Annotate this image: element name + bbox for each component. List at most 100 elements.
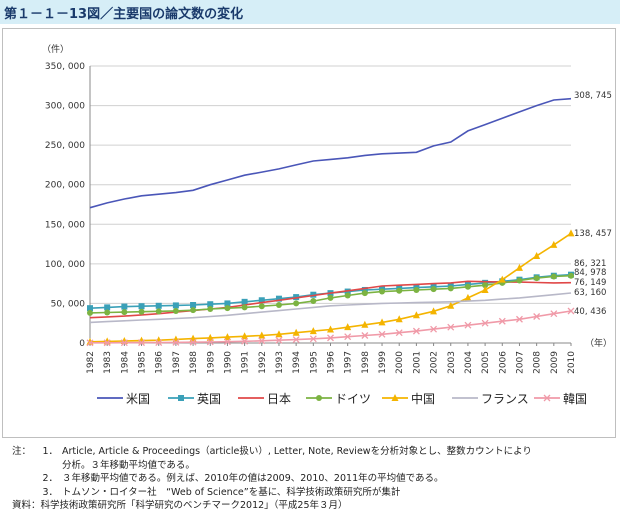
note-text-1b: 分析。３年移動平均値である。 xyxy=(62,459,195,471)
data-point xyxy=(104,304,111,311)
data-point xyxy=(568,272,574,279)
data-point xyxy=(447,301,455,309)
title-bar: 第１－１－13図／主要国の論文数の変化 xyxy=(0,0,620,24)
end-value-label: 308, 745 xyxy=(574,91,612,101)
data-point xyxy=(223,333,231,341)
data-point xyxy=(516,277,523,284)
y-tick-label: 50, 000 xyxy=(51,299,86,309)
data-point xyxy=(310,298,317,305)
x-tick-label: 2004 xyxy=(464,351,474,374)
data-point xyxy=(241,332,249,340)
x-tick-label: 1988 xyxy=(189,351,199,374)
x-tick-label: 1992 xyxy=(258,351,268,374)
notes: 注： 1． Article, Article & Proceedings（artic… xyxy=(12,445,612,513)
data-point xyxy=(120,339,128,347)
x-tick-label: 2006 xyxy=(498,351,508,374)
data-point xyxy=(155,308,162,315)
data-point xyxy=(309,327,317,335)
x-tick-label: 1994 xyxy=(292,351,302,374)
data-point xyxy=(327,325,334,333)
legend-label: 日本 xyxy=(267,392,291,406)
data-point xyxy=(327,294,334,301)
x-unit-label: （年） xyxy=(585,337,612,349)
x-tick-label: 1985 xyxy=(138,351,148,374)
data-point xyxy=(378,318,386,326)
data-point xyxy=(395,329,403,337)
legend-label: 米国 xyxy=(126,392,150,406)
end-value-label: 86, 321 xyxy=(574,259,606,269)
data-point xyxy=(190,307,197,314)
data-point xyxy=(258,337,266,345)
end-value-label: 138, 457 xyxy=(574,229,612,239)
y-tick-label: 350, 000 xyxy=(45,62,85,72)
data-point xyxy=(275,330,283,338)
x-tick-label: 1987 xyxy=(172,351,182,374)
data-point xyxy=(533,275,540,282)
data-point xyxy=(361,290,368,297)
x-tick-label: 2008 xyxy=(533,351,543,374)
x-tick-label: 2007 xyxy=(515,351,525,374)
data-point xyxy=(378,330,386,338)
data-point xyxy=(206,333,214,341)
data-point xyxy=(567,307,575,315)
data-point xyxy=(498,317,506,325)
legend-marker xyxy=(178,395,184,401)
data-point xyxy=(207,305,214,312)
x-tick-label: 2003 xyxy=(447,351,457,374)
data-point xyxy=(550,240,558,248)
x-tick-label: 1995 xyxy=(309,351,319,374)
data-point xyxy=(447,285,454,292)
note-line-2: 2． ３年移動平均値である。例えば、2010年の値は2009、2010、2011年… xyxy=(12,472,612,486)
x-tick-label: 1984 xyxy=(120,351,130,374)
data-point xyxy=(567,229,575,237)
series-line xyxy=(89,232,572,343)
data-point xyxy=(241,298,248,305)
data-point xyxy=(189,338,197,346)
data-point xyxy=(275,302,282,309)
note-text-1: Article, Article & Proceedings（article扱い… xyxy=(62,446,532,457)
note-text-3: トムソン・ロイター社 “Web of Science”を基に、科学技術政策研究所… xyxy=(62,486,401,498)
y-tick-label: 100, 000 xyxy=(45,260,85,270)
y-tick-label: 200, 000 xyxy=(45,181,85,191)
data-point xyxy=(344,292,351,299)
data-point xyxy=(481,285,489,293)
data-point xyxy=(258,303,265,310)
data-point xyxy=(533,313,541,320)
data-point xyxy=(464,321,472,329)
data-point xyxy=(275,295,282,302)
x-tick-label: 1990 xyxy=(223,351,233,374)
data-point xyxy=(87,309,93,316)
data-point xyxy=(550,273,557,280)
data-point xyxy=(138,303,145,310)
data-point xyxy=(550,310,558,318)
source-line: 資料：科学技術政策研究所「科学研究のベンチマーク2012」（平成25年３月） xyxy=(12,499,612,513)
data-point xyxy=(121,309,128,316)
data-point xyxy=(224,305,231,312)
x-tick-label: 2001 xyxy=(412,351,422,374)
data-point xyxy=(344,333,352,341)
end-value-label: 63, 160 xyxy=(574,288,606,298)
data-point xyxy=(309,335,317,343)
legend-marker xyxy=(391,394,399,401)
data-point xyxy=(190,302,197,309)
chart-frame xyxy=(2,28,616,438)
data-point xyxy=(292,336,300,344)
data-point xyxy=(138,339,145,347)
x-tick-label: 2002 xyxy=(430,351,440,374)
x-tick-label: 1991 xyxy=(241,351,251,374)
data-point xyxy=(223,338,231,346)
note-num-2: 2． xyxy=(42,473,58,484)
note-num-1: 1． xyxy=(42,446,58,457)
x-tick-label: 2010 xyxy=(567,351,577,374)
data-point xyxy=(172,302,179,309)
data-point xyxy=(379,288,386,295)
x-tick-label: 1993 xyxy=(275,351,285,374)
data-point xyxy=(224,300,231,307)
end-value-label: 84, 978 xyxy=(574,268,606,278)
legend-label: 韓国 xyxy=(563,392,587,406)
data-point xyxy=(292,328,300,336)
x-tick-label: 1996 xyxy=(327,351,337,374)
note-line-1: 注： 1． Article, Article & Proceedings（artic… xyxy=(12,445,612,459)
legend-marker xyxy=(316,395,322,401)
y-tick-label: 0 xyxy=(79,339,85,349)
